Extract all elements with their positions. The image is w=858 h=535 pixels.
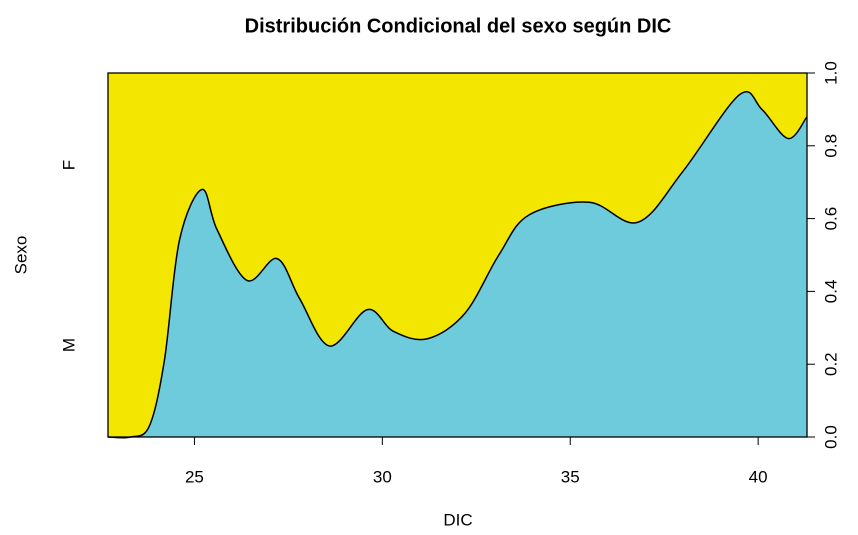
chart-title: Distribución Condicional del sexo según … xyxy=(245,15,672,37)
level-label: F xyxy=(59,160,78,170)
y-tick-label: 0.8 xyxy=(821,134,840,158)
x-axis-label: DIC xyxy=(443,510,472,529)
x-tick-label: 35 xyxy=(561,467,580,486)
plot-frame xyxy=(107,72,808,438)
y-tick-label: 0.2 xyxy=(821,352,840,376)
y-tick-label: 1.0 xyxy=(821,61,840,85)
y-axis-label: Sexo xyxy=(11,236,30,275)
y-tick-label: 0.0 xyxy=(821,425,840,449)
boundary-line xyxy=(107,90,808,439)
lower-region xyxy=(108,91,807,438)
x-tick-label: 30 xyxy=(373,467,392,486)
x-tick-label: 25 xyxy=(185,467,204,486)
level-label: M xyxy=(59,338,78,352)
x-tick-label: 40 xyxy=(749,467,768,486)
y-tick-label: 0.6 xyxy=(821,207,840,231)
y-tick-label: 0.4 xyxy=(821,280,840,304)
